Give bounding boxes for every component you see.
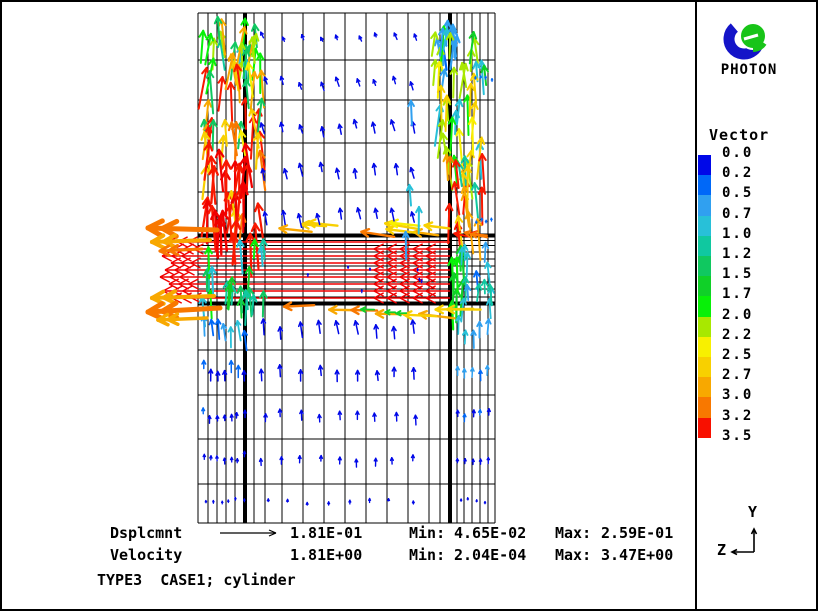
legend-tick-label: 1.0 — [722, 225, 754, 242]
legend-color-swatch — [698, 316, 711, 337]
legend-color-swatch — [698, 215, 711, 236]
legend-tick-label: 2.5 — [722, 347, 754, 363]
legend-tick-label: 2.0 — [722, 306, 754, 323]
legend-pane: PHOTON Vector 0.0 0.2 0.5 0.7 1.0 1.2 1.5 1.7 2.… — [697, 2, 816, 609]
legend-tick-label: 0.2 — [722, 165, 754, 182]
legend-color-swatch — [698, 336, 711, 357]
legend-color-swatch — [698, 155, 711, 176]
legend-tick-label: 0.7 — [722, 205, 754, 222]
legend-tick-label: 1.2 — [722, 246, 754, 262]
photon-logo-label: PHOTON — [720, 62, 778, 78]
axis-z-label: Z — [717, 541, 727, 559]
legend-tick-label: 2.2 — [722, 326, 754, 343]
legend-color-swatch — [698, 175, 711, 196]
photon-logo-icon — [723, 18, 767, 60]
vector-arrows-layer — [197, 15, 495, 506]
legend-color-swatch — [698, 296, 711, 317]
reference-arrow — [220, 529, 277, 537]
axis-y-label: Y — [748, 503, 758, 521]
legend-color-swatch — [698, 377, 711, 398]
legend-tick-label: 3.0 — [722, 387, 754, 404]
legend-title: Vector — [709, 126, 770, 144]
legend-tick-label: 1.7 — [722, 286, 754, 303]
outflow-arrows-layer — [145, 218, 223, 327]
panel-divider — [695, 2, 697, 609]
axis-glyph-icon — [730, 527, 758, 556]
legend-tick-label: 3.2 — [722, 407, 754, 424]
legend-color-swatch — [698, 235, 711, 256]
legend-tick-label: 2.7 — [722, 367, 754, 384]
legend-tick-label: 0.5 — [722, 185, 754, 202]
legend-color-swatch — [698, 276, 711, 297]
vector-plot — [145, 12, 496, 537]
legend-color-swatch — [698, 397, 711, 418]
legend-color-swatch — [698, 195, 711, 216]
legend-color-swatch — [698, 417, 711, 438]
legend-tick-label: 1.5 — [722, 266, 754, 283]
legend-color-swatch — [698, 256, 711, 277]
legend-tick-label: 3.5 — [722, 427, 754, 444]
legend-color-swatch — [698, 357, 711, 378]
legend-tick-label: 0.0 — [722, 145, 754, 161]
